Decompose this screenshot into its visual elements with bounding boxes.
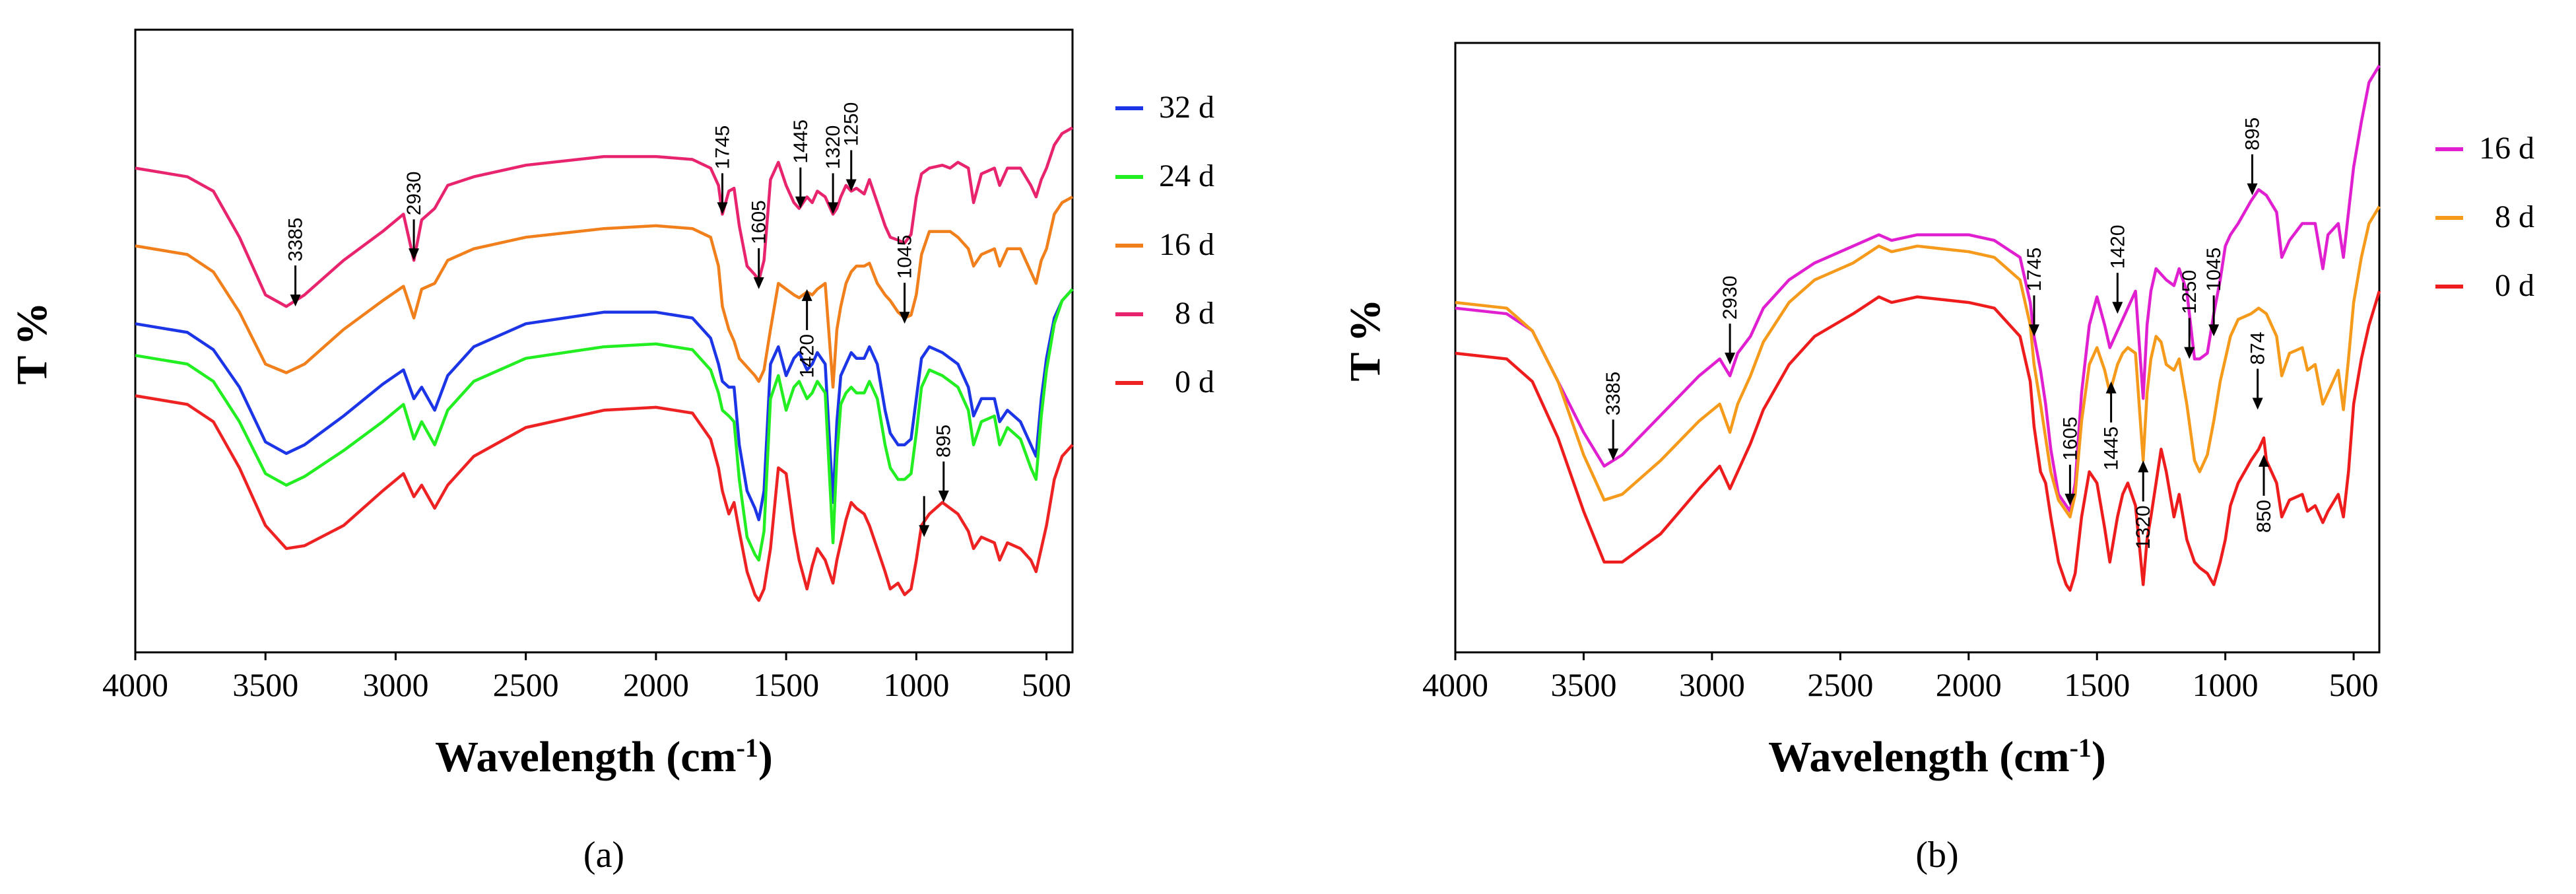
x-tick-label: 2000: [623, 666, 689, 703]
y-axis-title: T %: [1341, 298, 1389, 381]
x-tick-label: 3500: [232, 666, 298, 703]
annotation-label: 1605: [748, 200, 770, 244]
series-line-0d: [135, 394, 1074, 602]
x-tick-label: 3000: [1679, 666, 1745, 703]
series-line-16d: [135, 195, 1074, 389]
x-tick-label: 2500: [1807, 666, 1873, 703]
annotation-label: 874: [2247, 331, 2269, 364]
series-line-8d: [135, 126, 1074, 308]
x-tick-label: 1000: [883, 666, 949, 703]
x-tick-label: 2000: [1936, 666, 2002, 703]
y-axis-title: T %: [8, 302, 56, 384]
series-line-16d: [1455, 65, 2381, 513]
annotation-label: 2930: [1719, 275, 1741, 320]
annotation-arrowhead: [919, 525, 930, 537]
legend-label: 24 d: [1159, 158, 1214, 193]
caption-a: (a): [583, 835, 624, 876]
annotation-arrowhead: [409, 248, 420, 261]
annotation-arrowhead: [899, 312, 910, 324]
chart-panel-b: 4000 3500 3000 2500 2000 1500 1000 500 3385 2930 1…: [1341, 42, 2534, 782]
x-tick-label: 2500: [493, 666, 559, 703]
legend-label: 8 d: [1175, 296, 1214, 331]
annotation-arrowhead: [2247, 183, 2258, 195]
annotation-arrowhead: [290, 294, 301, 307]
series-line-8d: [1455, 205, 2381, 519]
series-line-32d: [135, 288, 1074, 522]
x-tick-label: 3000: [362, 666, 428, 703]
annotation-label: 3385: [285, 217, 307, 261]
x-axis-title: Wavelength (cm-1): [1768, 733, 2106, 782]
x-tick-label: 1500: [2064, 666, 2130, 703]
annotation-label: 1605: [2059, 417, 2081, 461]
annotation-label: 1320: [822, 125, 844, 170]
annotation-arrowhead: [801, 289, 812, 301]
annotation-label: 1420: [2107, 224, 2129, 269]
legend-label: 8 d: [2495, 199, 2534, 234]
annotation-label: 1045: [894, 235, 916, 279]
x-tick-label: 500: [1022, 666, 1071, 703]
plot-frame: [134, 28, 1074, 654]
plot-frame: [1454, 42, 2381, 654]
annotation-arrowhead: [2184, 347, 2195, 359]
annotation-arrowhead: [1608, 448, 1619, 461]
annotation-arrowhead: [2064, 493, 2076, 506]
series-line-0d: [1455, 291, 2381, 592]
legend-label: 0 d: [2495, 268, 2534, 303]
annotation-arrowhead: [1725, 353, 1736, 365]
annotation-label: 1320: [2132, 505, 2154, 549]
annotation-label: 2930: [403, 172, 425, 216]
annotation-arrowhead: [2112, 302, 2123, 314]
annotation-arrowhead: [2259, 454, 2269, 467]
annotation-label: 895: [2242, 118, 2264, 151]
x-tick-label: 4000: [1422, 666, 1488, 703]
annotation-label: 1445: [790, 120, 812, 164]
annotation-label: 1250: [841, 102, 863, 147]
annotation-label: 1045: [2203, 248, 2225, 292]
legend-label: 16 d: [1159, 227, 1214, 262]
annotation-label: 1250: [2179, 270, 2200, 314]
annotation-arrowhead: [2208, 324, 2220, 337]
legend-label: 16 d: [2479, 131, 2534, 166]
annotation-label: 895: [933, 425, 955, 458]
x-tick-label: 4000: [102, 666, 168, 703]
annotation-label: 1445: [2101, 427, 2123, 471]
annotation-label: 1745: [2024, 248, 2045, 292]
annotation-label: 850: [2253, 500, 2275, 533]
annotation-arrowhead: [717, 202, 728, 215]
x-axis-title: Wavelength (cm-1): [435, 733, 773, 782]
x-tick-label: 1500: [753, 666, 819, 703]
caption-b: (b): [1915, 835, 1958, 876]
annotation-arrowhead: [795, 196, 806, 209]
annotation-arrowhead: [845, 179, 857, 191]
annotation-arrowhead: [753, 277, 764, 289]
annotation-label: 1420: [797, 334, 818, 378]
annotation-arrowhead: [2105, 381, 2117, 394]
chart-panel-a: 4000 3500 3000 2500 2000 1500 1000 500 3385 2930 1…: [8, 28, 1214, 782]
annotation-arrowhead: [828, 202, 839, 215]
x-tick-label: 1000: [2193, 666, 2259, 703]
annotation-arrowhead: [2028, 324, 2039, 337]
x-tick-label: 500: [2329, 666, 2379, 703]
legend-label: 0 d: [1175, 364, 1214, 399]
x-tick-label: 3500: [1550, 666, 1616, 703]
legend-label: 32 d: [1159, 90, 1214, 125]
annotation-label: 1745: [711, 125, 733, 170]
annotation-arrowhead: [938, 490, 949, 502]
annotation-label: 3385: [1602, 372, 1624, 416]
annotation-arrowhead: [2252, 397, 2263, 410]
series-line-24d: [135, 288, 1074, 562]
annotation-arrowhead: [2138, 460, 2149, 473]
